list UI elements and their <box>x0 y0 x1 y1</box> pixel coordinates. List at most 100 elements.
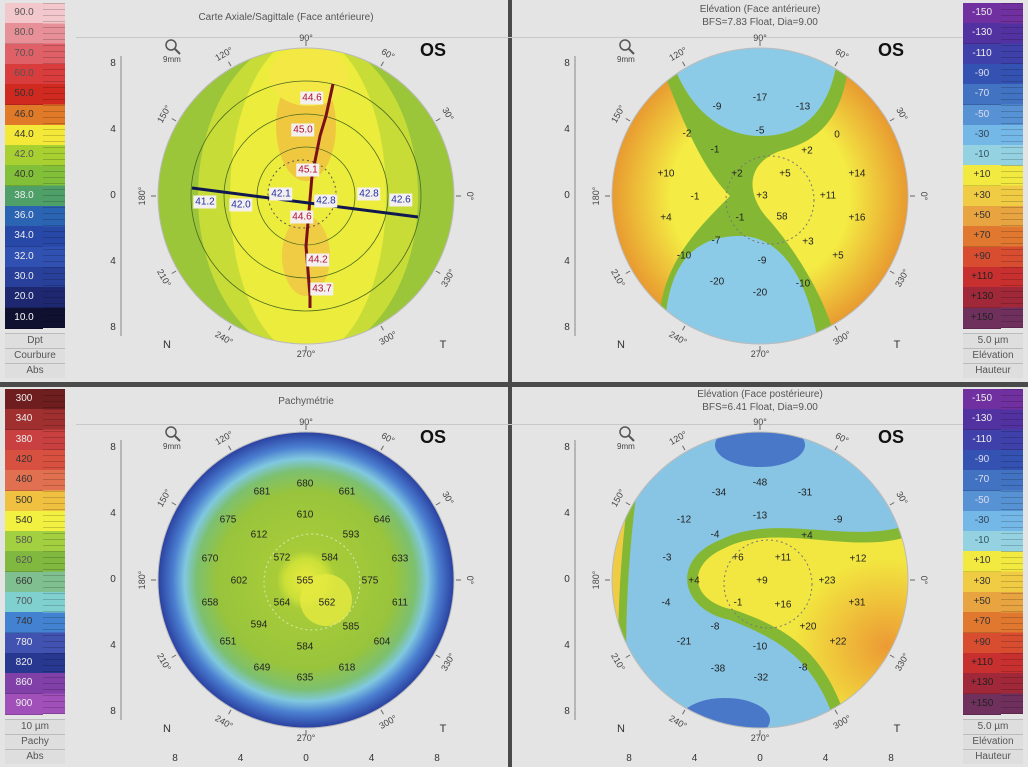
map-value: +16 <box>848 212 866 224</box>
title-divider <box>530 424 990 425</box>
x-axis-tick: 4 <box>691 753 698 764</box>
color-scale-cell: -50 <box>963 104 1001 126</box>
nasal-label: N <box>617 339 625 351</box>
map-value: -1 <box>733 597 743 609</box>
map-value: 633 <box>391 553 409 565</box>
magnifier-icon[interactable] <box>619 426 635 442</box>
color-scale-footer[interactable]: Abs <box>5 363 65 378</box>
map-value: 594 <box>250 619 268 631</box>
map-value: -20 <box>752 287 768 299</box>
angle-label: 90° <box>299 33 313 43</box>
color-scale-footer[interactable]: Pachy <box>5 734 65 749</box>
map-value: 681 <box>253 486 271 498</box>
keratometry-value: 42.8 <box>314 194 338 208</box>
color-scale-cell: +70 <box>963 226 1001 248</box>
color-scale-cell: 32.0 <box>5 246 43 268</box>
color-scale-cell: -10 <box>963 531 1001 553</box>
color-scale-cell: 740 <box>5 612 43 634</box>
color-scale-footer[interactable]: Elévation <box>963 734 1023 749</box>
color-scale-footer[interactable]: Elévation <box>963 348 1023 363</box>
map-value: +6 <box>732 552 744 564</box>
map-title: Elévation (Face postérieure) <box>697 389 823 400</box>
color-scale-cell: +70 <box>963 612 1001 634</box>
color-scale-cell: +90 <box>963 246 1001 268</box>
map-value: -8 <box>710 621 720 633</box>
map-value: +3 <box>756 190 768 202</box>
color-scale-cell: -150 <box>963 3 1001 24</box>
map-title: Elévation (Face antérieure) <box>699 4 821 15</box>
title-divider <box>76 37 536 38</box>
color-scale-footer[interactable]: Hauteur <box>963 749 1023 764</box>
eye-label: OS <box>420 40 447 60</box>
color-scale-footer[interactable]: 5.0 µm <box>963 719 1023 734</box>
color-scale-cell: 620 <box>5 551 43 573</box>
panel-posterior-elevation-map[interactable] <box>512 387 1028 767</box>
map-title: Carte Axiale/Sagittale (Face antérieure) <box>198 12 374 23</box>
keratometry-value: 42.6 <box>389 193 413 207</box>
color-scale-footer[interactable]: Abs <box>5 749 65 764</box>
x-axis-tick: 8 <box>626 753 632 764</box>
magnifier-icon[interactable] <box>619 39 635 55</box>
map-value: +14 <box>848 168 866 180</box>
map-value: 646 <box>373 514 391 526</box>
color-scale-cell: +130 <box>963 673 1001 695</box>
y-axis-tick: 8 <box>564 706 570 717</box>
color-scale-footer[interactable]: 5.0 µm <box>963 333 1023 348</box>
color-scale-cell: 820 <box>5 652 43 674</box>
color-scale-cell: 860 <box>5 673 43 695</box>
temporal-label: T <box>893 723 901 735</box>
color-scale-footer[interactable]: 10 µm <box>5 719 65 734</box>
keratometry-value: 44.6 <box>300 91 324 105</box>
y-axis-tick: 8 <box>564 442 570 453</box>
map-value: -3 <box>662 552 672 564</box>
color-scale-cell: 380 <box>5 429 43 451</box>
y-axis-tick: 0 <box>564 190 570 201</box>
map-value: -2 <box>682 128 692 140</box>
nasal-label: N <box>617 723 625 735</box>
panel-anterior-elevation-map[interactable] <box>512 0 1028 382</box>
map-value: +22 <box>829 636 847 648</box>
eye-label: OS <box>420 427 447 447</box>
color-scale-cell: -30 <box>963 510 1001 532</box>
color-scale-cell: 44.0 <box>5 124 43 146</box>
y-axis-tick: 8 <box>110 322 116 333</box>
color-scale-cell: -130 <box>963 23 1001 45</box>
keratometry-value: 45.0 <box>291 123 315 137</box>
color-scale-cell: 38.0 <box>5 185 43 207</box>
map-value: -38 <box>710 663 726 675</box>
angle-label: 180° <box>591 570 601 590</box>
y-axis-tick: 8 <box>110 442 116 453</box>
title-divider <box>76 424 536 425</box>
color-scale-cell: -110 <box>963 429 1001 451</box>
map-value: 611 <box>392 597 408 609</box>
angle-label: 0° <box>919 191 929 201</box>
angle-label: 0° <box>465 191 475 201</box>
y-axis-tick: 4 <box>110 124 116 135</box>
map-value: -31 <box>797 487 813 499</box>
color-scale-cell: 660 <box>5 571 43 593</box>
magnifier-icon[interactable] <box>165 426 181 442</box>
x-axis-tick: 0 <box>303 753 309 764</box>
color-scale-footer[interactable]: Courbure <box>5 348 65 363</box>
angle-label: 90° <box>753 33 767 43</box>
map-subtitle: BFS=6.41 Float, Dia=9.00 <box>702 402 818 413</box>
color-scale-cell: +50 <box>963 592 1001 613</box>
keratometry-value: 41.2 <box>193 195 217 209</box>
color-scale-footer[interactable]: Hauteur <box>963 363 1023 378</box>
map-value: 562 <box>318 597 336 609</box>
y-axis-tick: 8 <box>110 58 116 69</box>
color-scale-cell: 10.0 <box>5 307 43 329</box>
magnifier-icon[interactable] <box>165 39 181 55</box>
map-value: +23 <box>818 575 836 587</box>
map-value: -13 <box>752 510 768 522</box>
map-value: 584 <box>321 552 339 564</box>
map-value: 675 <box>219 514 237 526</box>
color-scale-cell: -110 <box>963 43 1001 65</box>
map-value: +4 <box>688 575 700 587</box>
color-scale-footer[interactable]: Dpt <box>5 333 65 348</box>
angle-label: 90° <box>299 417 313 427</box>
color-scale-cell: -150 <box>963 389 1001 410</box>
map-value: -13 <box>795 101 811 113</box>
zoom-level-label: 9mm <box>163 55 181 64</box>
